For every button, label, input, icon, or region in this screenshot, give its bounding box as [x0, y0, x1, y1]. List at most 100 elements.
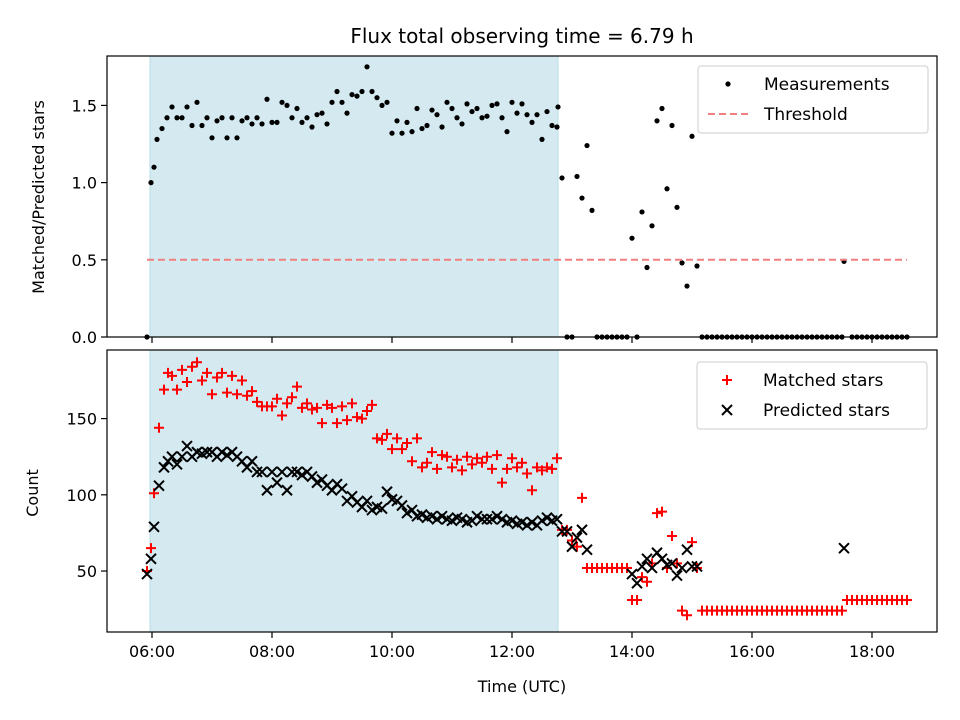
bottom-matched-point [657, 506, 667, 517]
bottom-y-tick-label: 50 [77, 562, 97, 581]
bottom-matched-point [247, 386, 257, 397]
bottom-matched-point [402, 437, 412, 448]
top-measurement-point [169, 104, 175, 110]
top-measurement-point [494, 101, 500, 107]
bottom-axes-frame [106, 349, 938, 633]
bottom-legend-x-swatch [721, 404, 733, 416]
bottom-y-tick-label: 150 [66, 410, 97, 429]
top-measurement-point [509, 99, 515, 105]
bottom-matched-point [317, 418, 327, 429]
top-measurement-point [244, 115, 250, 121]
bottom-predicted-point [631, 577, 643, 589]
bottom-matched-point [197, 375, 207, 386]
top-measurement-point [374, 95, 380, 101]
bottom-predicted-point [256, 466, 268, 478]
bottom-matched-point [507, 453, 517, 464]
bottom-predicted-point [666, 557, 678, 570]
bottom-predicted-point [838, 542, 850, 554]
bottom-predicted-point [476, 513, 488, 525]
bottom-shaded-interval [149, 349, 559, 633]
bottom-matched-point [347, 398, 357, 409]
bottom-matched-point [352, 412, 362, 423]
top-measurement-point [184, 104, 190, 110]
bottom-predicted-point [286, 466, 298, 478]
top-measurement-point [349, 91, 355, 98]
bottom-predicted-point [336, 483, 348, 495]
bottom-matched-point [452, 454, 462, 465]
top-measurement-point [454, 115, 460, 121]
top-measurement-point [694, 263, 700, 269]
top-measurement-point [504, 129, 510, 135]
bottom-matched-point [902, 594, 912, 605]
top-measurement-point [404, 119, 410, 125]
top-axes-frame [106, 55, 938, 338]
bottom-matched-point [522, 468, 532, 479]
top-measurement-point [534, 112, 540, 118]
bottom-predicted-point [153, 479, 165, 492]
bottom-matched-point [172, 384, 182, 395]
top-measurement-point [219, 115, 225, 121]
top-measurement-point [649, 223, 655, 229]
top-measurement-point [544, 108, 550, 115]
top-measurement-point [384, 99, 390, 105]
bottom-matched-point [527, 485, 537, 496]
bottom-predicted-point [681, 543, 693, 556]
top-measurement-point [289, 115, 295, 121]
bottom-matched-point [192, 357, 202, 368]
top-measurement-point [234, 135, 240, 141]
top-measurement-point [499, 115, 505, 121]
bottom-matched-point [292, 381, 302, 392]
bottom-legend-label: Predicted stars [763, 401, 890, 421]
top-measurement-point [148, 180, 154, 186]
top-measurement-point [214, 118, 220, 124]
bottom-predicted-point [566, 540, 578, 553]
bottom-matched-point [642, 576, 652, 587]
top-measurement-point [479, 115, 485, 121]
bottom-matched-point [622, 562, 632, 573]
top-measurement-point [364, 64, 370, 70]
top-measurement-point [444, 99, 450, 105]
bottom-predicted-point [376, 502, 388, 515]
top-measurement-point [174, 115, 180, 121]
bottom-predicted-point [181, 440, 193, 452]
bottom-legend: Matched stars Predicted stars [696, 361, 928, 430]
bottom-predicted-point [266, 466, 278, 478]
bottom-matched-point [367, 399, 377, 410]
top-y-tick-label: 0.0 [72, 328, 97, 347]
bottom-panel: 50 100 150 06:00 08:00 10:00 12:00 14:00 16:00 18… [66, 349, 938, 661]
bottom-predicted-point [246, 455, 258, 467]
top-measurement-point [669, 122, 675, 129]
bottom-legend-label: Matched stars [763, 371, 883, 391]
top-measurement-point [519, 101, 525, 107]
bottom-matched-point [227, 370, 237, 381]
top-measurement-point [204, 115, 210, 121]
bottom-matched-point [472, 453, 482, 464]
bottom-predicted-point [361, 495, 373, 507]
bottom-matched-point [327, 402, 337, 413]
top-measurement-point [339, 99, 345, 105]
bottom-matched-point [187, 361, 197, 372]
top-y-tick-label: 1.5 [72, 96, 97, 115]
x-tick-label: 14:00 [609, 642, 655, 661]
top-panel: 0.0 0.5 1.0 1.5 Measurements Threshold [72, 55, 938, 347]
bottom-matched-point [217, 367, 227, 378]
bottom-y-tick-label: 100 [66, 486, 97, 505]
top-measurement-point [319, 110, 325, 116]
top-measurement-point [459, 121, 465, 127]
top-measurement-point [689, 133, 695, 139]
top-measurement-point [179, 115, 185, 121]
top-shaded-interval [149, 55, 559, 338]
bottom-legend-box [696, 361, 928, 430]
bottom-predicted-point [556, 525, 568, 538]
bottom-predicted-point [686, 560, 698, 573]
bottom-matched-point [382, 428, 392, 439]
top-measurement-point [194, 99, 200, 105]
bottom-matched-point [442, 451, 452, 462]
top-legend: Measurements Threshold [697, 65, 929, 134]
top-measurement-point [584, 142, 590, 149]
top-measurement-point [659, 105, 665, 112]
bottom-matched-point [277, 410, 287, 421]
bottom-matched-point [492, 450, 502, 461]
top-measurement-point [419, 125, 425, 132]
bottom-matched-point [517, 457, 527, 468]
